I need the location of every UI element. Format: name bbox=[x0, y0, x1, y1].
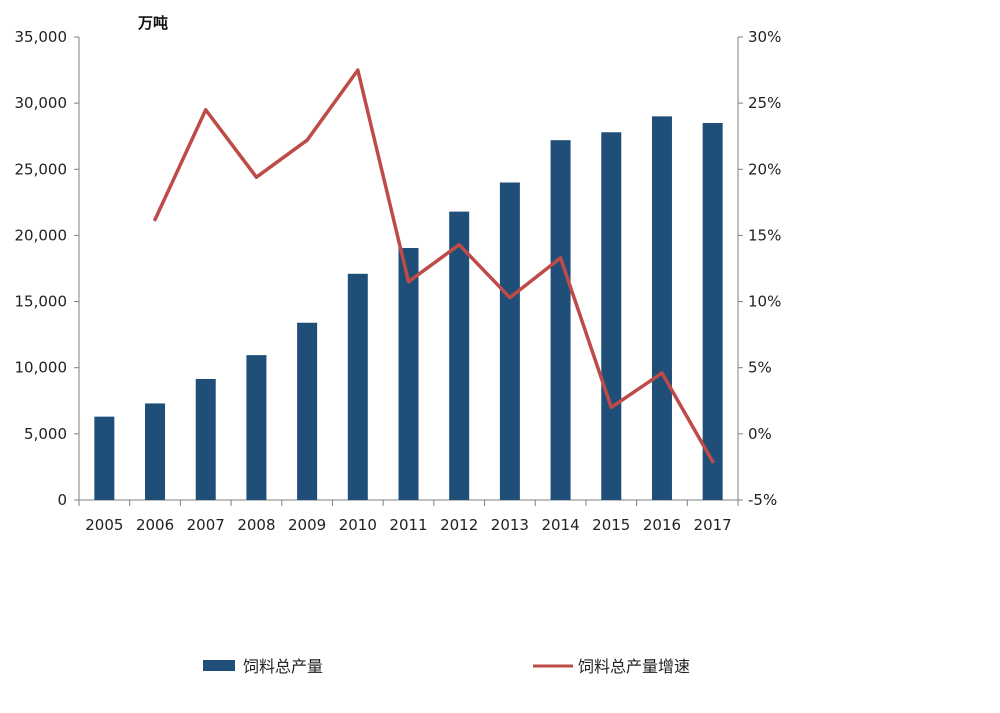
growth-rate-point-2016 bbox=[660, 371, 664, 375]
growth-rate-point-2014 bbox=[558, 256, 563, 260]
legend-line-label: 饲料总产量增速 bbox=[578, 657, 690, 676]
bar-2006 bbox=[145, 403, 166, 500]
bar-2017 bbox=[702, 122, 723, 500]
growth-rate-point-2008 bbox=[254, 175, 259, 179]
left-tick-label: 20,000 bbox=[15, 226, 68, 244]
x-tick-label: 2005 bbox=[85, 516, 123, 534]
right-tick-label: 5% bbox=[748, 359, 772, 377]
right-y-axis: -5% 0% 5% 10% 15% 20% 25% 30% bbox=[737, 28, 781, 509]
bar-2007 bbox=[195, 378, 216, 500]
growth-rate-point-2017 bbox=[711, 460, 715, 464]
growth-rate-line bbox=[153, 68, 715, 464]
right-tick-label: 20% bbox=[748, 160, 781, 178]
growth-rate-point-2015 bbox=[609, 405, 613, 409]
left-tick-label: 10,000 bbox=[15, 359, 68, 377]
bar-2009 bbox=[297, 322, 318, 500]
left-y-axis: 0 5,000 10,000 15,000 20,000 25,000 30,000 35,0… bbox=[15, 28, 80, 509]
bar-2014 bbox=[550, 140, 571, 500]
right-tick-label: 15% bbox=[748, 226, 781, 244]
growth-rate-point-2009 bbox=[305, 138, 309, 142]
right-tick-label: 10% bbox=[748, 293, 781, 311]
left-tick-label: 0 bbox=[57, 491, 67, 509]
y-unit-label: 万吨 bbox=[137, 14, 168, 32]
left-tick-label: 15,000 bbox=[15, 293, 68, 311]
bar-2012 bbox=[449, 211, 470, 501]
legend-bar-swatch bbox=[203, 660, 235, 671]
x-tick-label: 2013 bbox=[491, 516, 529, 534]
legend-bar-label: 饲料总产量 bbox=[243, 657, 323, 676]
x-tick-label: 2008 bbox=[237, 516, 275, 534]
x-tick-label: 2009 bbox=[288, 516, 326, 534]
x-tick-label: 2015 bbox=[592, 516, 630, 534]
x-tick-label: 2014 bbox=[541, 516, 579, 534]
bar-series-group bbox=[94, 116, 723, 501]
left-tick-label: 35,000 bbox=[15, 28, 68, 46]
right-tick-label: -5% bbox=[748, 491, 777, 509]
bar-2016 bbox=[651, 116, 672, 500]
left-tick-label: 25,000 bbox=[15, 160, 68, 178]
growth-rate-point-2006 bbox=[153, 217, 157, 222]
x-tick-label: 2017 bbox=[694, 516, 732, 534]
growth-rate-point-2007 bbox=[204, 108, 208, 112]
bar-2008 bbox=[246, 355, 267, 500]
growth-rate-point-2010 bbox=[356, 68, 360, 72]
left-tick-label: 5,000 bbox=[24, 425, 67, 443]
x-tick-label: 2011 bbox=[389, 516, 427, 534]
legend: 饲料总产量 饲料总产量增速 bbox=[203, 657, 690, 676]
growth-rate-point-2013 bbox=[508, 296, 512, 300]
growth-rate-point-2011 bbox=[406, 280, 411, 284]
x-axis: 2005 2006 2007 2008 2009 2010 2011 2012 2013 2014… bbox=[78, 499, 739, 534]
bar-2013 bbox=[499, 182, 520, 500]
bar-2005 bbox=[94, 416, 115, 500]
right-tick-label: 25% bbox=[748, 94, 781, 112]
x-tick-label: 2006 bbox=[136, 516, 174, 534]
x-tick-label: 2012 bbox=[440, 516, 478, 534]
right-tick-label: 0% bbox=[748, 425, 772, 443]
bar-2011 bbox=[398, 247, 419, 500]
left-tick-label: 30,000 bbox=[15, 94, 68, 112]
bar-2015 bbox=[601, 132, 622, 500]
x-tick-label: 2007 bbox=[187, 516, 225, 534]
bar-2010 bbox=[347, 273, 368, 500]
right-tick-label: 30% bbox=[748, 28, 781, 46]
line-series-group bbox=[153, 68, 715, 464]
x-tick-label: 2010 bbox=[339, 516, 377, 534]
growth-rate-point-2012 bbox=[457, 243, 461, 247]
x-tick-label: 2016 bbox=[643, 516, 681, 534]
